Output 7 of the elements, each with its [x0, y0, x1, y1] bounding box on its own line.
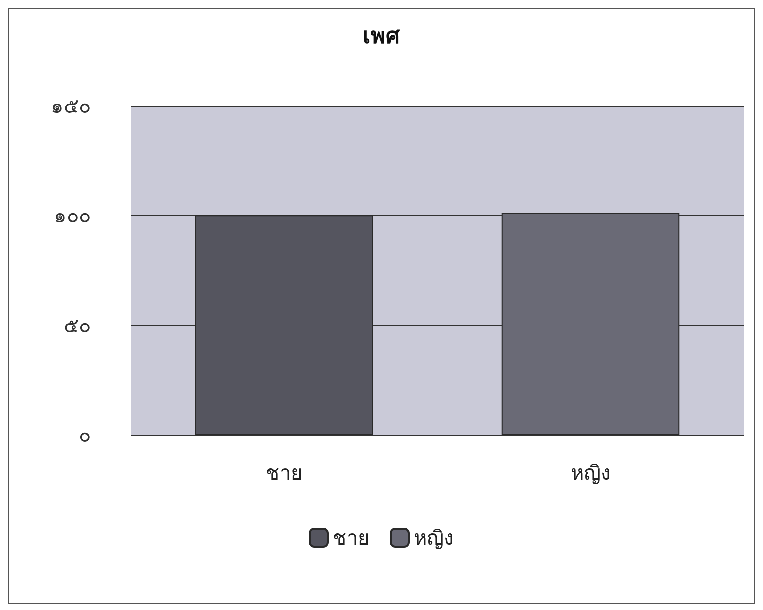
legend-label: ชาย — [333, 526, 370, 550]
legend-label: หญิง — [414, 526, 454, 550]
chart-title: เพศ — [363, 24, 401, 50]
y-tick-label: ๕๐ — [64, 313, 91, 338]
y-tick-label: ๐ — [79, 423, 91, 447]
y-tick-label: ๑๐๐ — [54, 204, 91, 228]
y-tick-label: ๑๕๐ — [51, 94, 91, 118]
